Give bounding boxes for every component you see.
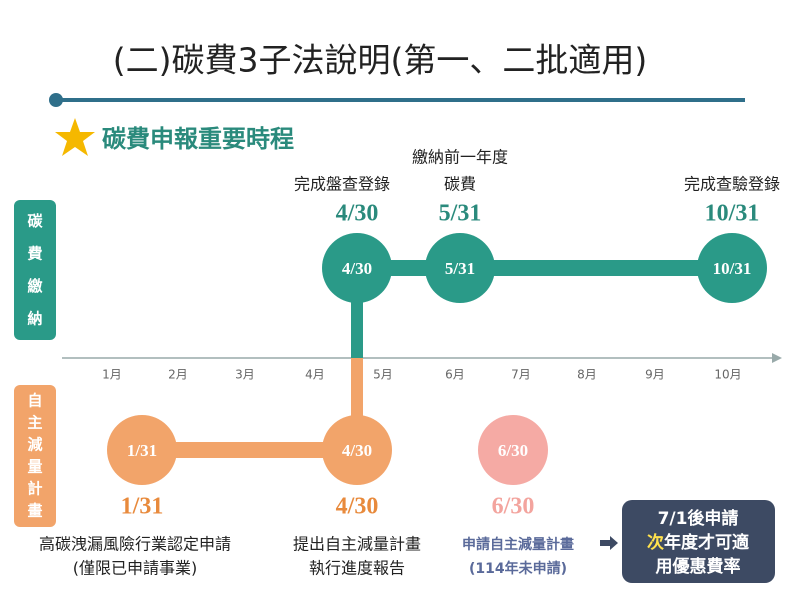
month-label: 1月 bbox=[102, 368, 122, 382]
row-label: 自主減量計畫 bbox=[27, 392, 42, 520]
month-label: 7月 bbox=[511, 368, 531, 382]
node bbox=[322, 415, 392, 485]
date-label: 1/31 bbox=[121, 494, 164, 520]
node bbox=[697, 233, 767, 303]
row-label-char: 繳 bbox=[27, 277, 42, 295]
event-label: 繳納前一年度 bbox=[412, 148, 508, 167]
event-label: (114年未申請) bbox=[469, 560, 567, 577]
node-label: 4/30 bbox=[342, 259, 372, 278]
node-label: 5/31 bbox=[445, 259, 475, 278]
axis-arrow bbox=[772, 353, 782, 363]
row-label-char: 自 bbox=[27, 392, 42, 410]
event-label: 執行進度報告 bbox=[309, 559, 405, 578]
event-label: 申請自主減量計畫 bbox=[462, 536, 574, 553]
event-label: 提出自主減量計畫 bbox=[293, 535, 421, 554]
node-label: 4/30 bbox=[342, 441, 372, 460]
date-label: 10/31 bbox=[705, 201, 760, 227]
note-box bbox=[622, 500, 775, 583]
rule-dot bbox=[49, 93, 63, 107]
note-text: 年度才可適 bbox=[664, 532, 749, 553]
node-label: 10/31 bbox=[713, 259, 752, 278]
event-label: 高碳洩漏風險行業認定申請 bbox=[39, 535, 231, 554]
month-label: 6月 bbox=[445, 368, 465, 382]
month-label: 2月 bbox=[168, 368, 188, 382]
bottom-bar bbox=[142, 442, 357, 458]
date-label: 4/30 bbox=[336, 494, 379, 520]
month-label: 4月 bbox=[305, 368, 325, 382]
top-bar bbox=[357, 260, 732, 276]
node bbox=[107, 415, 177, 485]
row-label-bg bbox=[14, 200, 56, 340]
row-label-char: 減 bbox=[27, 436, 42, 454]
note-text: 用優惠費率 bbox=[656, 556, 741, 577]
month-label: 10月 bbox=[714, 368, 741, 382]
note-highlight: 次 bbox=[647, 532, 664, 553]
node bbox=[478, 415, 548, 485]
note-text: 次年度才可適 bbox=[647, 532, 749, 553]
arrow bbox=[600, 536, 618, 550]
row-label-char: 計 bbox=[27, 480, 42, 498]
month-label: 8月 bbox=[577, 368, 597, 382]
row-label-char: 主 bbox=[27, 414, 42, 432]
note-text: 7/1後申請 bbox=[658, 508, 739, 529]
row-label-bg bbox=[14, 385, 56, 527]
event-label: (僅限已申請事業) bbox=[73, 559, 198, 578]
date-label: 6/30 bbox=[492, 494, 535, 520]
row-label-char: 碳 bbox=[27, 212, 43, 230]
title: (二)碳費3子法說明(第一、二批適用) bbox=[113, 41, 648, 80]
date-label: 4/30 bbox=[336, 201, 379, 227]
event-label: 完成盤查登錄 bbox=[294, 175, 390, 194]
event-label: 碳費 bbox=[444, 175, 476, 194]
month-label: 3月 bbox=[235, 368, 255, 382]
event-label: 完成查驗登錄 bbox=[684, 175, 780, 194]
star bbox=[55, 118, 95, 156]
node-label: 1/31 bbox=[127, 441, 157, 460]
subtitle: 碳費申報重要時程 bbox=[102, 125, 294, 153]
node bbox=[425, 233, 495, 303]
date-label: 5/31 bbox=[439, 201, 482, 227]
node bbox=[322, 233, 392, 303]
node-label: 6/30 bbox=[498, 441, 528, 460]
row-label-char: 納 bbox=[27, 309, 42, 327]
row-label-char: 費 bbox=[27, 244, 42, 262]
row-label-char: 畫 bbox=[27, 502, 42, 520]
month-label: 9月 bbox=[645, 368, 665, 382]
month-label: 5月 bbox=[373, 368, 393, 382]
row-label-char: 量 bbox=[27, 458, 42, 476]
timeline: 1月 2月 3月 4月 5月 6月 7月 8月 9月 10月 4/30 4/30 完成盤查登錄 5/31 5… bbox=[39, 148, 780, 578]
